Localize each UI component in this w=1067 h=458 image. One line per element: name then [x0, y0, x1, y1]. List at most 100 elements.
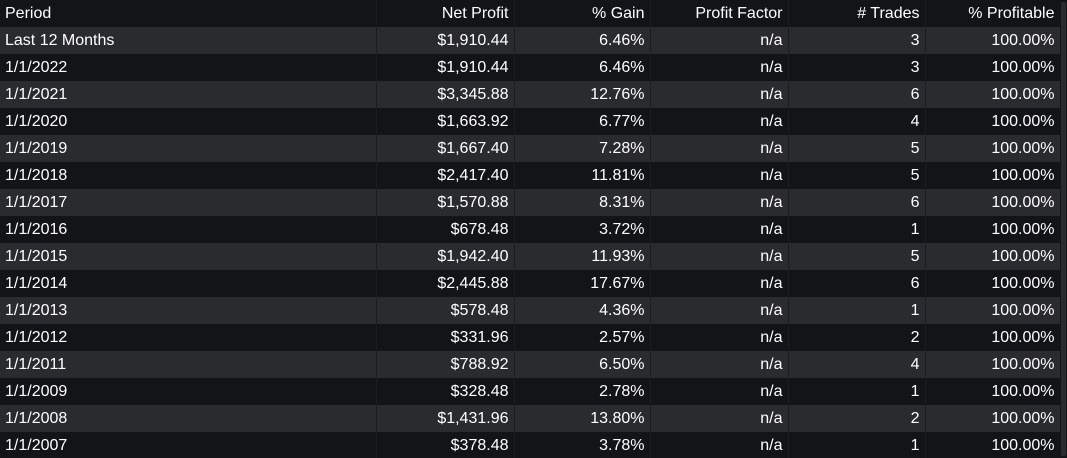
cell-profitable: 100.00% — [925, 27, 1061, 54]
cell-gain: 6.77% — [514, 108, 651, 135]
table-row[interactable]: 1/1/2013 $578.48 4.36% n/a 1 100.00% — [0, 297, 1061, 324]
cell-profitable: 100.00% — [925, 162, 1061, 189]
table-row[interactable]: 1/1/2009 $328.48 2.78% n/a 1 100.00% — [0, 378, 1061, 405]
cell-net-profit: $378.48 — [376, 432, 515, 458]
cell-gain: 17.67% — [514, 270, 651, 297]
cell-profitable: 100.00% — [925, 135, 1061, 162]
cell-profitable: 100.00% — [925, 54, 1061, 81]
cell-profit-factor: n/a — [650, 297, 789, 324]
cell-net-profit: $1,667.40 — [376, 135, 515, 162]
cell-profit-factor: n/a — [650, 243, 789, 270]
cell-net-profit: $1,942.40 — [376, 243, 515, 270]
cell-net-profit: $578.48 — [376, 297, 515, 324]
cell-net-profit: $2,417.40 — [376, 162, 515, 189]
column-header-profitable[interactable]: % Profitable — [925, 0, 1061, 27]
cell-period: 1/1/2019 — [0, 135, 377, 162]
table-row[interactable]: 1/1/2014 $2,445.88 17.67% n/a 6 100.00% — [0, 270, 1061, 297]
cell-period: 1/1/2012 — [0, 324, 377, 351]
cell-net-profit: $2,445.88 — [376, 270, 515, 297]
cell-gain: 2.78% — [514, 378, 651, 405]
cell-period: 1/1/2020 — [0, 108, 377, 135]
cell-period: 1/1/2021 — [0, 81, 377, 108]
cell-profitable: 100.00% — [925, 324, 1061, 351]
table-header: Period Net Profit % Gain Profit Factor #… — [0, 0, 1061, 27]
cell-net-profit: $788.92 — [376, 351, 515, 378]
cell-gain: 12.76% — [514, 81, 651, 108]
column-header-net-profit[interactable]: Net Profit — [376, 0, 515, 27]
cell-profit-factor: n/a — [650, 162, 789, 189]
cell-net-profit: $331.96 — [376, 324, 515, 351]
cell-profitable: 100.00% — [925, 81, 1061, 108]
cell-gain: 2.57% — [514, 324, 651, 351]
cell-gain: 7.28% — [514, 135, 651, 162]
cell-profit-factor: n/a — [650, 432, 789, 458]
cell-trades: 6 — [788, 270, 926, 297]
cell-profit-factor: n/a — [650, 378, 789, 405]
cell-trades: 1 — [788, 216, 926, 243]
cell-gain: 6.46% — [514, 27, 651, 54]
cell-profit-factor: n/a — [650, 351, 789, 378]
cell-net-profit: $3,345.88 — [376, 81, 515, 108]
cell-gain: 8.31% — [514, 189, 651, 216]
cell-profitable: 100.00% — [925, 243, 1061, 270]
cell-trades: 3 — [788, 27, 926, 54]
table-body: Last 12 Months $1,910.44 6.46% n/a 3 100.00% 1… — [0, 27, 1061, 458]
cell-net-profit: $1,570.88 — [376, 189, 515, 216]
header-row: Period Net Profit % Gain Profit Factor #… — [0, 0, 1061, 27]
column-header-period[interactable]: Period — [0, 0, 377, 27]
cell-gain: 13.80% — [514, 405, 651, 432]
cell-trades: 6 — [788, 189, 926, 216]
cell-net-profit: $678.48 — [376, 216, 515, 243]
cell-period: 1/1/2007 — [0, 432, 377, 458]
table-row[interactable]: 1/1/2019 $1,667.40 7.28% n/a 5 100.00% — [0, 135, 1061, 162]
cell-profitable: 100.00% — [925, 189, 1061, 216]
table-row[interactable]: 1/1/2018 $2,417.40 11.81% n/a 5 100.00% — [0, 162, 1061, 189]
cell-period: 1/1/2011 — [0, 351, 377, 378]
cell-profitable: 100.00% — [925, 270, 1061, 297]
column-header-profit-factor[interactable]: Profit Factor — [650, 0, 789, 27]
cell-gain: 6.46% — [514, 54, 651, 81]
table-row[interactable]: 1/1/2015 $1,942.40 11.93% n/a 5 100.00% — [0, 243, 1061, 270]
scrollbar-thumb[interactable] — [1061, 2, 1066, 456]
table-row[interactable]: 1/1/2007 $378.48 3.78% n/a 1 100.00% — [0, 432, 1061, 458]
cell-profitable: 100.00% — [925, 378, 1061, 405]
cell-period: 1/1/2015 — [0, 243, 377, 270]
cell-profit-factor: n/a — [650, 324, 789, 351]
cell-profit-factor: n/a — [650, 189, 789, 216]
cell-period: Last 12 Months — [0, 27, 377, 54]
cell-trades: 1 — [788, 297, 926, 324]
cell-trades: 5 — [788, 135, 926, 162]
table-row[interactable]: 1/1/2008 $1,431.96 13.80% n/a 2 100.00% — [0, 405, 1061, 432]
cell-net-profit: $1,431.96 — [376, 405, 515, 432]
table-row[interactable]: 1/1/2017 $1,570.88 8.31% n/a 6 100.00% — [0, 189, 1061, 216]
cell-gain: 11.93% — [514, 243, 651, 270]
cell-profitable: 100.00% — [925, 108, 1061, 135]
cell-profit-factor: n/a — [650, 405, 789, 432]
table-row[interactable]: 1/1/2016 $678.48 3.72% n/a 1 100.00% — [0, 216, 1061, 243]
table-row[interactable]: Last 12 Months $1,910.44 6.46% n/a 3 100.00% — [0, 27, 1061, 54]
column-header-gain[interactable]: % Gain — [514, 0, 651, 27]
cell-trades: 4 — [788, 351, 926, 378]
cell-period: 1/1/2008 — [0, 405, 377, 432]
table-row[interactable]: 1/1/2022 $1,910.44 6.46% n/a 3 100.00% — [0, 54, 1061, 81]
cell-trades: 5 — [788, 162, 926, 189]
cell-profit-factor: n/a — [650, 54, 789, 81]
cell-net-profit: $1,910.44 — [376, 54, 515, 81]
vertical-scrollbar[interactable] — [1060, 0, 1067, 458]
cell-trades: 5 — [788, 243, 926, 270]
column-header-trades[interactable]: # Trades — [788, 0, 926, 27]
cell-profit-factor: n/a — [650, 108, 789, 135]
table-row[interactable]: 1/1/2012 $331.96 2.57% n/a 2 100.00% — [0, 324, 1061, 351]
cell-period: 1/1/2013 — [0, 297, 377, 324]
cell-trades: 4 — [788, 108, 926, 135]
cell-trades: 1 — [788, 432, 926, 458]
cell-gain: 11.81% — [514, 162, 651, 189]
cell-trades: 2 — [788, 405, 926, 432]
cell-profitable: 100.00% — [925, 432, 1061, 458]
cell-period: 1/1/2018 — [0, 162, 377, 189]
table-row[interactable]: 1/1/2020 $1,663.92 6.77% n/a 4 100.00% — [0, 108, 1061, 135]
table-row[interactable]: 1/1/2011 $788.92 6.50% n/a 4 100.00% — [0, 351, 1061, 378]
table-row[interactable]: 1/1/2021 $3,345.88 12.76% n/a 6 100.00% — [0, 81, 1061, 108]
